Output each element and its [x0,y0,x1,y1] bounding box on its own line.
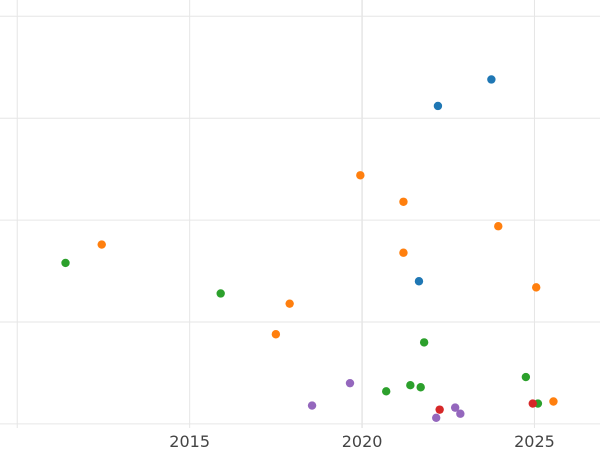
x-axis-tick-labels: 2015 2020 2025 [169,432,555,450]
data-point [285,299,294,308]
data-point [307,401,317,410]
data-point [419,338,429,347]
data-point [97,240,106,249]
data-point [433,101,443,111]
x-tick-label: 2025 [514,432,555,450]
data-point [61,258,70,268]
data-point [432,413,441,423]
x-tick-label: 2015 [169,432,210,450]
data-point [414,277,424,286]
data-point [406,381,415,390]
data-point [399,248,408,257]
data-point [435,405,444,414]
data-point [356,171,365,180]
data-point [416,383,425,392]
data-point [345,378,355,388]
data-point [399,197,408,206]
data-point [521,372,531,382]
data-point [450,403,460,412]
data-point [487,75,496,84]
x-tick-label: 2020 [342,432,383,450]
data-point [382,387,391,396]
data-point [549,397,558,406]
data-point [216,289,225,298]
data-point [271,330,281,339]
data-point [494,222,503,231]
data-point [532,283,541,292]
data-point [456,409,465,418]
data-point [528,399,537,408]
scatter-points [61,75,558,423]
grid-lines [0,0,600,428]
